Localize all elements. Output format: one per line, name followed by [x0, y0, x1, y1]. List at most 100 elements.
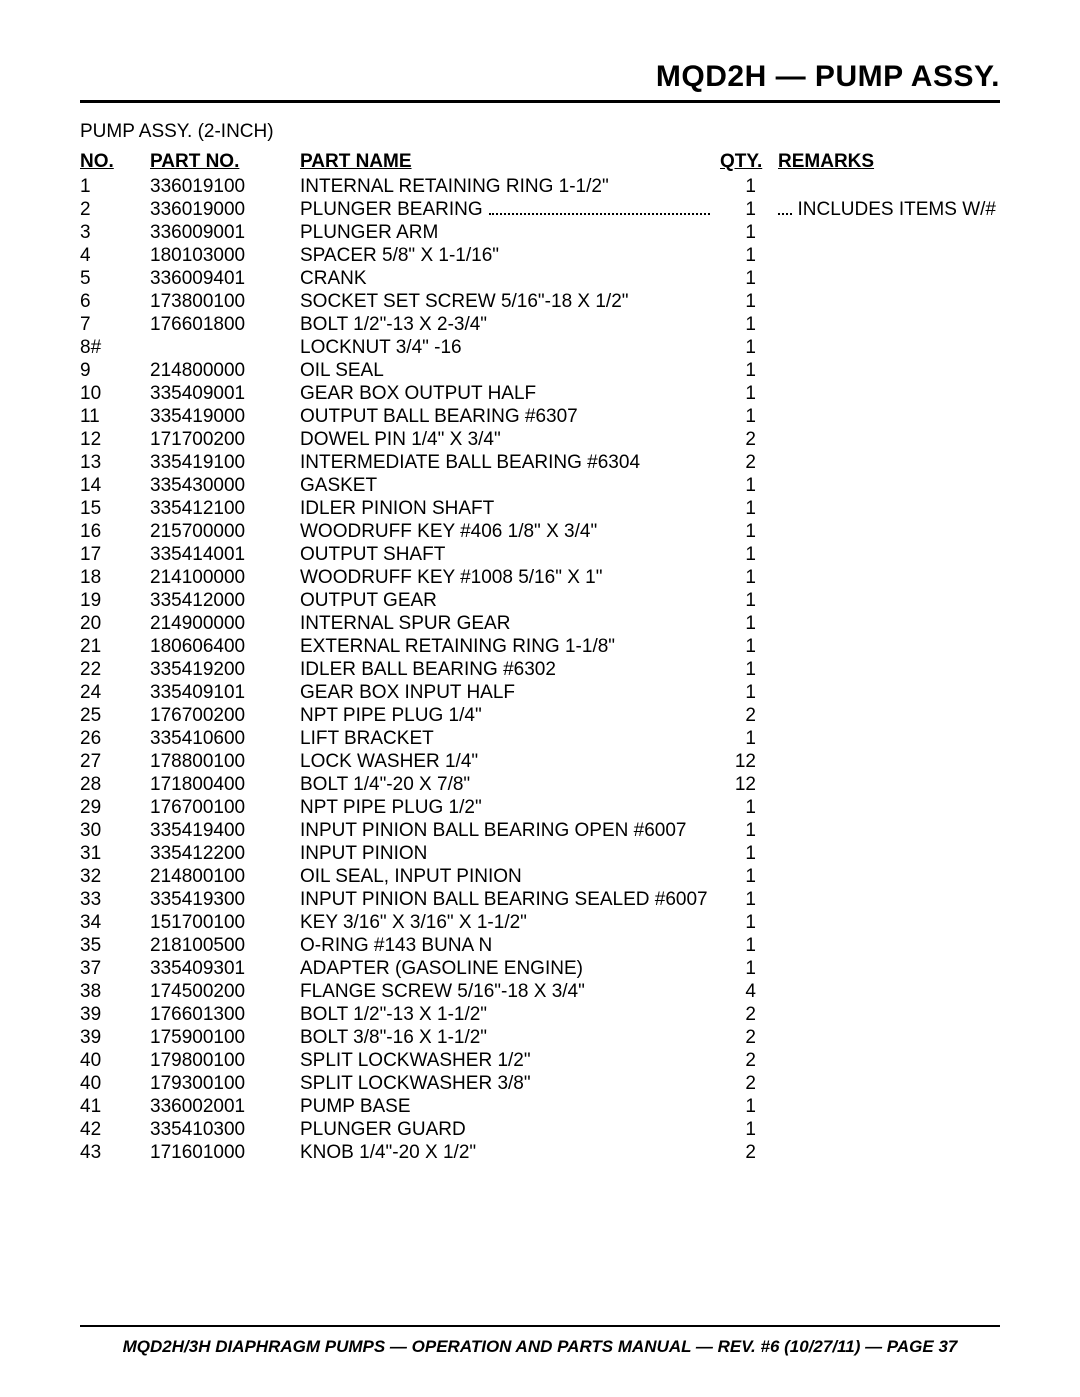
cell-no: 37 [80, 957, 150, 980]
cell-partno: 335410600 [150, 727, 300, 750]
cell-partname: SPLIT LOCKWASHER 1/2" [300, 1049, 720, 1072]
cell-partno: 336019000 [150, 198, 300, 221]
table-row: 7176601800BOLT 1/2"-13 X 2-3/4"1 [80, 313, 1000, 336]
cell-partno: 335419000 [150, 405, 300, 428]
cell-partno: 214900000 [150, 612, 300, 635]
cell-no: 24 [80, 681, 150, 704]
cell-no: 43 [80, 1141, 150, 1164]
table-row: 10335409001GEAR BOX OUTPUT HALF1 [80, 382, 1000, 405]
cell-partname: PLUNGER BEARING [300, 198, 720, 221]
cell-remarks [760, 520, 1000, 543]
cell-no: 40 [80, 1072, 150, 1095]
page-title: MQD2H — PUMP ASSY. [80, 60, 1000, 100]
cell-no: 5 [80, 267, 150, 290]
cell-partname: LIFT BRACKET [300, 727, 720, 750]
cell-no: 19 [80, 589, 150, 612]
cell-remarks [760, 474, 1000, 497]
table-row: 20214900000INTERNAL SPUR GEAR1 [80, 612, 1000, 635]
cell-qty: 1 [720, 658, 760, 681]
cell-remarks [760, 1141, 1000, 1164]
cell-partname: OIL SEAL, INPUT PINION [300, 865, 720, 888]
cell-remarks [760, 1118, 1000, 1141]
cell-no: 40 [80, 1049, 150, 1072]
cell-qty: 2 [720, 451, 760, 474]
cell-partno: 176700200 [150, 704, 300, 727]
cell-partno: 335419100 [150, 451, 300, 474]
cell-partname: PUMP BASE [300, 1095, 720, 1118]
cell-partname: WOODRUFF KEY #1008 5/16" X 1" [300, 566, 720, 589]
cell-partno [150, 336, 300, 359]
table-row: 13335419100INTERMEDIATE BALL BEARING #63… [80, 451, 1000, 474]
table-row: 29176700100NPT PIPE PLUG 1/2"1 [80, 796, 1000, 819]
cell-partno: 151700100 [150, 911, 300, 934]
cell-partname: SPLIT LOCKWASHER 3/8" [300, 1072, 720, 1095]
table-row: 27178800100LOCK WASHER 1/4"12 [80, 750, 1000, 773]
footer-text: MQD2H/3H DIAPHRAGM PUMPS — OPERATION AND… [80, 1337, 1000, 1357]
cell-qty: 1 [720, 244, 760, 267]
cell-no: 20 [80, 612, 150, 635]
table-row: 33335419300INPUT PINION BALL BEARING SEA… [80, 888, 1000, 911]
table-header-row: NO. PART NO. PART NAME QTY. REMARKS [80, 151, 1000, 175]
parts-table: NO. PART NO. PART NAME QTY. REMARKS 1336… [80, 151, 1000, 1164]
cell-qty: 1 [720, 888, 760, 911]
table-row: 35218100500O-RING #143 BUNA N1 [80, 934, 1000, 957]
cell-partno: 176601300 [150, 1003, 300, 1026]
cell-no: 35 [80, 934, 150, 957]
col-name: PART NAME [300, 151, 720, 175]
table-row: 1336019100INTERNAL RETAINING RING 1-1/2"… [80, 175, 1000, 198]
table-row: 22335419200IDLER BALL BEARING #63021 [80, 658, 1000, 681]
cell-qty: 1 [720, 796, 760, 819]
cell-remarks [760, 543, 1000, 566]
cell-qty: 1 [720, 405, 760, 428]
cell-qty: 2 [720, 704, 760, 727]
cell-qty: 2 [720, 1003, 760, 1026]
header-rule [80, 100, 1000, 103]
cell-no: 27 [80, 750, 150, 773]
cell-partname: DOWEL PIN 1/4" X 3/4" [300, 428, 720, 451]
cell-remarks [760, 888, 1000, 911]
table-row: 41336002001PUMP BASE1 [80, 1095, 1000, 1118]
cell-remarks [760, 1095, 1000, 1118]
cell-partno: 176601800 [150, 313, 300, 336]
cell-partno: 335412100 [150, 497, 300, 520]
cell-partname: INPUT PINION BALL BEARING OPEN #6007 [300, 819, 720, 842]
table-row: 9214800000OIL SEAL1 [80, 359, 1000, 382]
table-row: 40179800100SPLIT LOCKWASHER 1/2"2 [80, 1049, 1000, 1072]
cell-remarks [760, 865, 1000, 888]
table-row: 31335412200INPUT PINION1 [80, 842, 1000, 865]
cell-qty: 1 [720, 267, 760, 290]
table-row: 34151700100KEY 3/16" X 3/16" X 1-1/2"1 [80, 911, 1000, 934]
cell-remarks [760, 382, 1000, 405]
cell-qty: 1 [720, 819, 760, 842]
cell-partname: LOCK WASHER 1/4" [300, 750, 720, 773]
cell-remarks [760, 566, 1000, 589]
cell-partname: GASKET [300, 474, 720, 497]
cell-remarks [760, 842, 1000, 865]
table-row: 4180103000SPACER 5/8" X 1-1/16"1 [80, 244, 1000, 267]
cell-qty: 1 [720, 589, 760, 612]
table-row: 3336009001PLUNGER ARM1 [80, 221, 1000, 244]
cell-qty: 1 [720, 175, 760, 198]
cell-qty: 1 [720, 934, 760, 957]
cell-partno: 214800000 [150, 359, 300, 382]
cell-remarks [760, 290, 1000, 313]
cell-no: 10 [80, 382, 150, 405]
table-row: 42335410300PLUNGER GUARD1 [80, 1118, 1000, 1141]
cell-partname: BOLT 3/8"-16 X 1-1/2" [300, 1026, 720, 1049]
cell-partname: GEAR BOX OUTPUT HALF [300, 382, 720, 405]
cell-partno: 171601000 [150, 1141, 300, 1164]
table-row: 8#LOCKNUT 3/4" -161 [80, 336, 1000, 359]
cell-qty: 4 [720, 980, 760, 1003]
cell-partno: 336009401 [150, 267, 300, 290]
cell-partname: OUTPUT GEAR [300, 589, 720, 612]
cell-qty: 1 [720, 681, 760, 704]
table-row: 6173800100SOCKET SET SCREW 5/16"-18 X 1/… [80, 290, 1000, 313]
cell-partname: GEAR BOX INPUT HALF [300, 681, 720, 704]
cell-remarks [760, 957, 1000, 980]
cell-qty: 1 [720, 727, 760, 750]
cell-remarks [760, 313, 1000, 336]
cell-partno: 171800400 [150, 773, 300, 796]
cell-remarks [760, 405, 1000, 428]
cell-qty: 1 [720, 1095, 760, 1118]
cell-qty: 1 [720, 635, 760, 658]
